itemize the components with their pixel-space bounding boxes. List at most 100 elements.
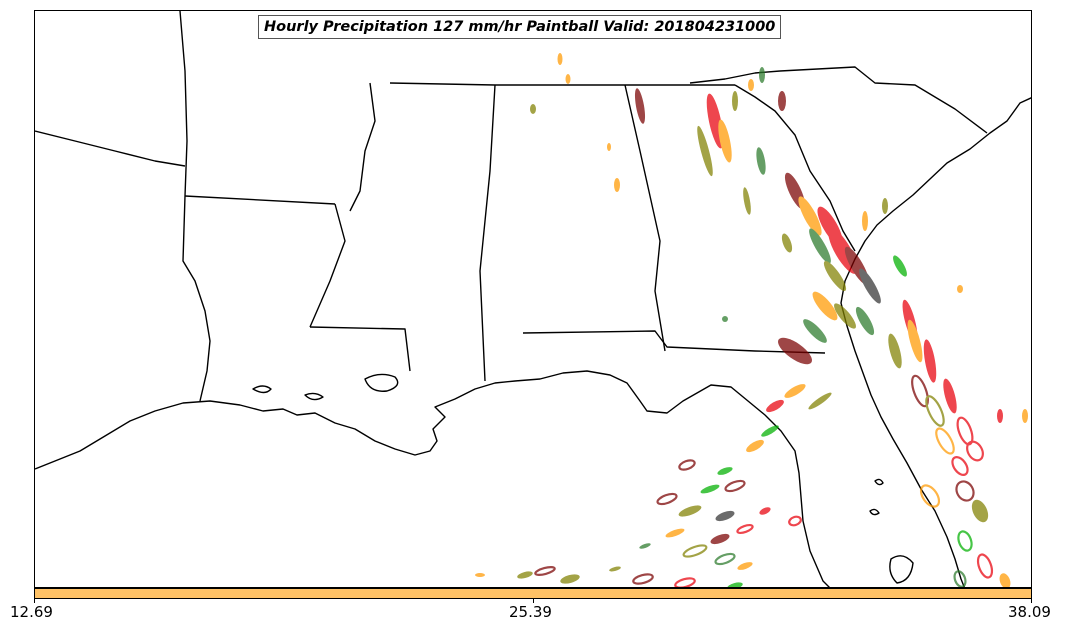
atlantic-coast bbox=[840, 97, 1031, 587]
paintball-layer bbox=[475, 53, 1028, 587]
paintball-blob bbox=[882, 198, 888, 214]
paintball-blob bbox=[778, 91, 786, 111]
paintball-blob bbox=[530, 104, 536, 114]
paintball-blob bbox=[557, 53, 563, 65]
paintball-blob bbox=[798, 196, 822, 236]
paintball-ring bbox=[919, 484, 941, 508]
georgia-south-carolina-border bbox=[734, 84, 856, 252]
paintball-blob bbox=[808, 392, 832, 410]
arkansas-louisiana-border bbox=[184, 195, 336, 205]
paintball-blob bbox=[565, 74, 571, 84]
paintball-blob bbox=[943, 378, 957, 414]
paintball-ring bbox=[632, 573, 654, 585]
paintball-blob bbox=[743, 187, 751, 215]
paintball-ring bbox=[955, 480, 975, 502]
marsh-island bbox=[252, 385, 272, 394]
florida-north-border bbox=[522, 330, 826, 354]
paintball-blob bbox=[639, 543, 651, 549]
mississippi-alabama-border bbox=[479, 84, 496, 382]
paintball-ring bbox=[656, 492, 678, 506]
florida-lake bbox=[869, 508, 880, 516]
paintball-blob bbox=[748, 79, 754, 91]
paintball-blob bbox=[855, 306, 875, 336]
paintball-blob bbox=[678, 505, 702, 517]
paintball-blob bbox=[957, 285, 963, 293]
paintball-blob bbox=[971, 499, 989, 523]
paintball-blob bbox=[614, 178, 620, 192]
tennessee-north-carolina-border bbox=[689, 70, 781, 84]
paintball-blob bbox=[766, 399, 784, 413]
paintball-blob bbox=[784, 384, 806, 398]
paintball-blob bbox=[737, 562, 753, 570]
paintball-ring bbox=[788, 515, 802, 527]
paintball-blob bbox=[665, 528, 685, 538]
mississippi-west-border bbox=[309, 203, 346, 328]
paintball-blob bbox=[862, 211, 868, 231]
paintball-blob bbox=[859, 268, 881, 304]
paintball-blob bbox=[893, 255, 907, 277]
paintball-ring bbox=[956, 416, 974, 446]
paintball-blob bbox=[718, 119, 732, 163]
mississippi-river-border bbox=[179, 11, 211, 402]
paintball-blob bbox=[781, 233, 793, 253]
paintball-ring bbox=[682, 544, 708, 558]
paintball-ring bbox=[966, 440, 984, 462]
map-frame bbox=[34, 10, 1032, 588]
lake-pontchartrain bbox=[364, 373, 399, 392]
paintball-blob bbox=[722, 316, 728, 322]
paintball-blob bbox=[907, 319, 923, 363]
colorbar-tick-mark bbox=[34, 599, 35, 603]
paintball-blob bbox=[746, 439, 764, 453]
paintball-ring bbox=[678, 459, 696, 471]
florida-lake bbox=[874, 478, 884, 486]
colorbar-tick-max: 38.09 bbox=[1008, 603, 1051, 621]
paintball-blob bbox=[634, 88, 646, 124]
colorbar-tick-min: 12.69 bbox=[10, 603, 53, 621]
paintball-ring bbox=[911, 374, 929, 408]
mississippi-river-west bbox=[349, 82, 376, 212]
tennessee-south-border bbox=[389, 82, 735, 86]
paintball-blob bbox=[823, 260, 847, 292]
paintball-ring bbox=[935, 427, 955, 455]
paintball-blob bbox=[717, 467, 733, 475]
paintball-blob bbox=[999, 573, 1011, 587]
paintball-blob bbox=[812, 291, 838, 321]
paintball-blob bbox=[715, 510, 735, 522]
lake-okeechobee bbox=[889, 555, 914, 584]
paintball-blob bbox=[700, 484, 720, 494]
colorbar-tick-mark bbox=[533, 599, 534, 603]
paintball-ring bbox=[674, 577, 696, 587]
marsh-island bbox=[304, 392, 324, 401]
paintball-ring bbox=[534, 566, 556, 576]
arkansas-north-border bbox=[35, 130, 186, 167]
paintball-ring bbox=[951, 456, 969, 476]
paintball-blob bbox=[809, 228, 831, 264]
paintball-blob bbox=[1022, 409, 1028, 423]
north-carolina-south-carolina-border bbox=[779, 66, 988, 134]
coastline bbox=[35, 370, 830, 587]
paintball-blob bbox=[732, 91, 738, 111]
colorbar-tick-mark bbox=[1031, 599, 1032, 603]
paintball-blob bbox=[759, 67, 765, 83]
paintball-ring bbox=[925, 395, 945, 427]
paintball-ring bbox=[957, 530, 973, 552]
paintball-blob bbox=[756, 147, 766, 175]
louisiana-mississippi-south-border bbox=[309, 326, 411, 372]
map-canvas bbox=[35, 11, 1031, 587]
paintball-blob bbox=[710, 533, 730, 545]
paintball-blob bbox=[777, 337, 813, 365]
paintball-blob bbox=[609, 566, 621, 572]
paintball-ring bbox=[976, 553, 994, 579]
alabama-georgia-border bbox=[624, 84, 666, 352]
paintball-blob bbox=[834, 303, 856, 329]
paintball-blob bbox=[803, 319, 827, 343]
paintball-blob bbox=[697, 125, 713, 177]
paintball-blob bbox=[517, 571, 533, 579]
paintball-blob bbox=[997, 409, 1003, 423]
paintball-blob bbox=[888, 333, 902, 369]
map-title: Hourly Precipitation 127 mm/hr Paintball… bbox=[258, 15, 782, 39]
paintball-blob bbox=[475, 573, 485, 577]
colorbar bbox=[34, 588, 1032, 599]
paintball-blob bbox=[761, 425, 779, 437]
paintball-blob bbox=[923, 339, 937, 383]
